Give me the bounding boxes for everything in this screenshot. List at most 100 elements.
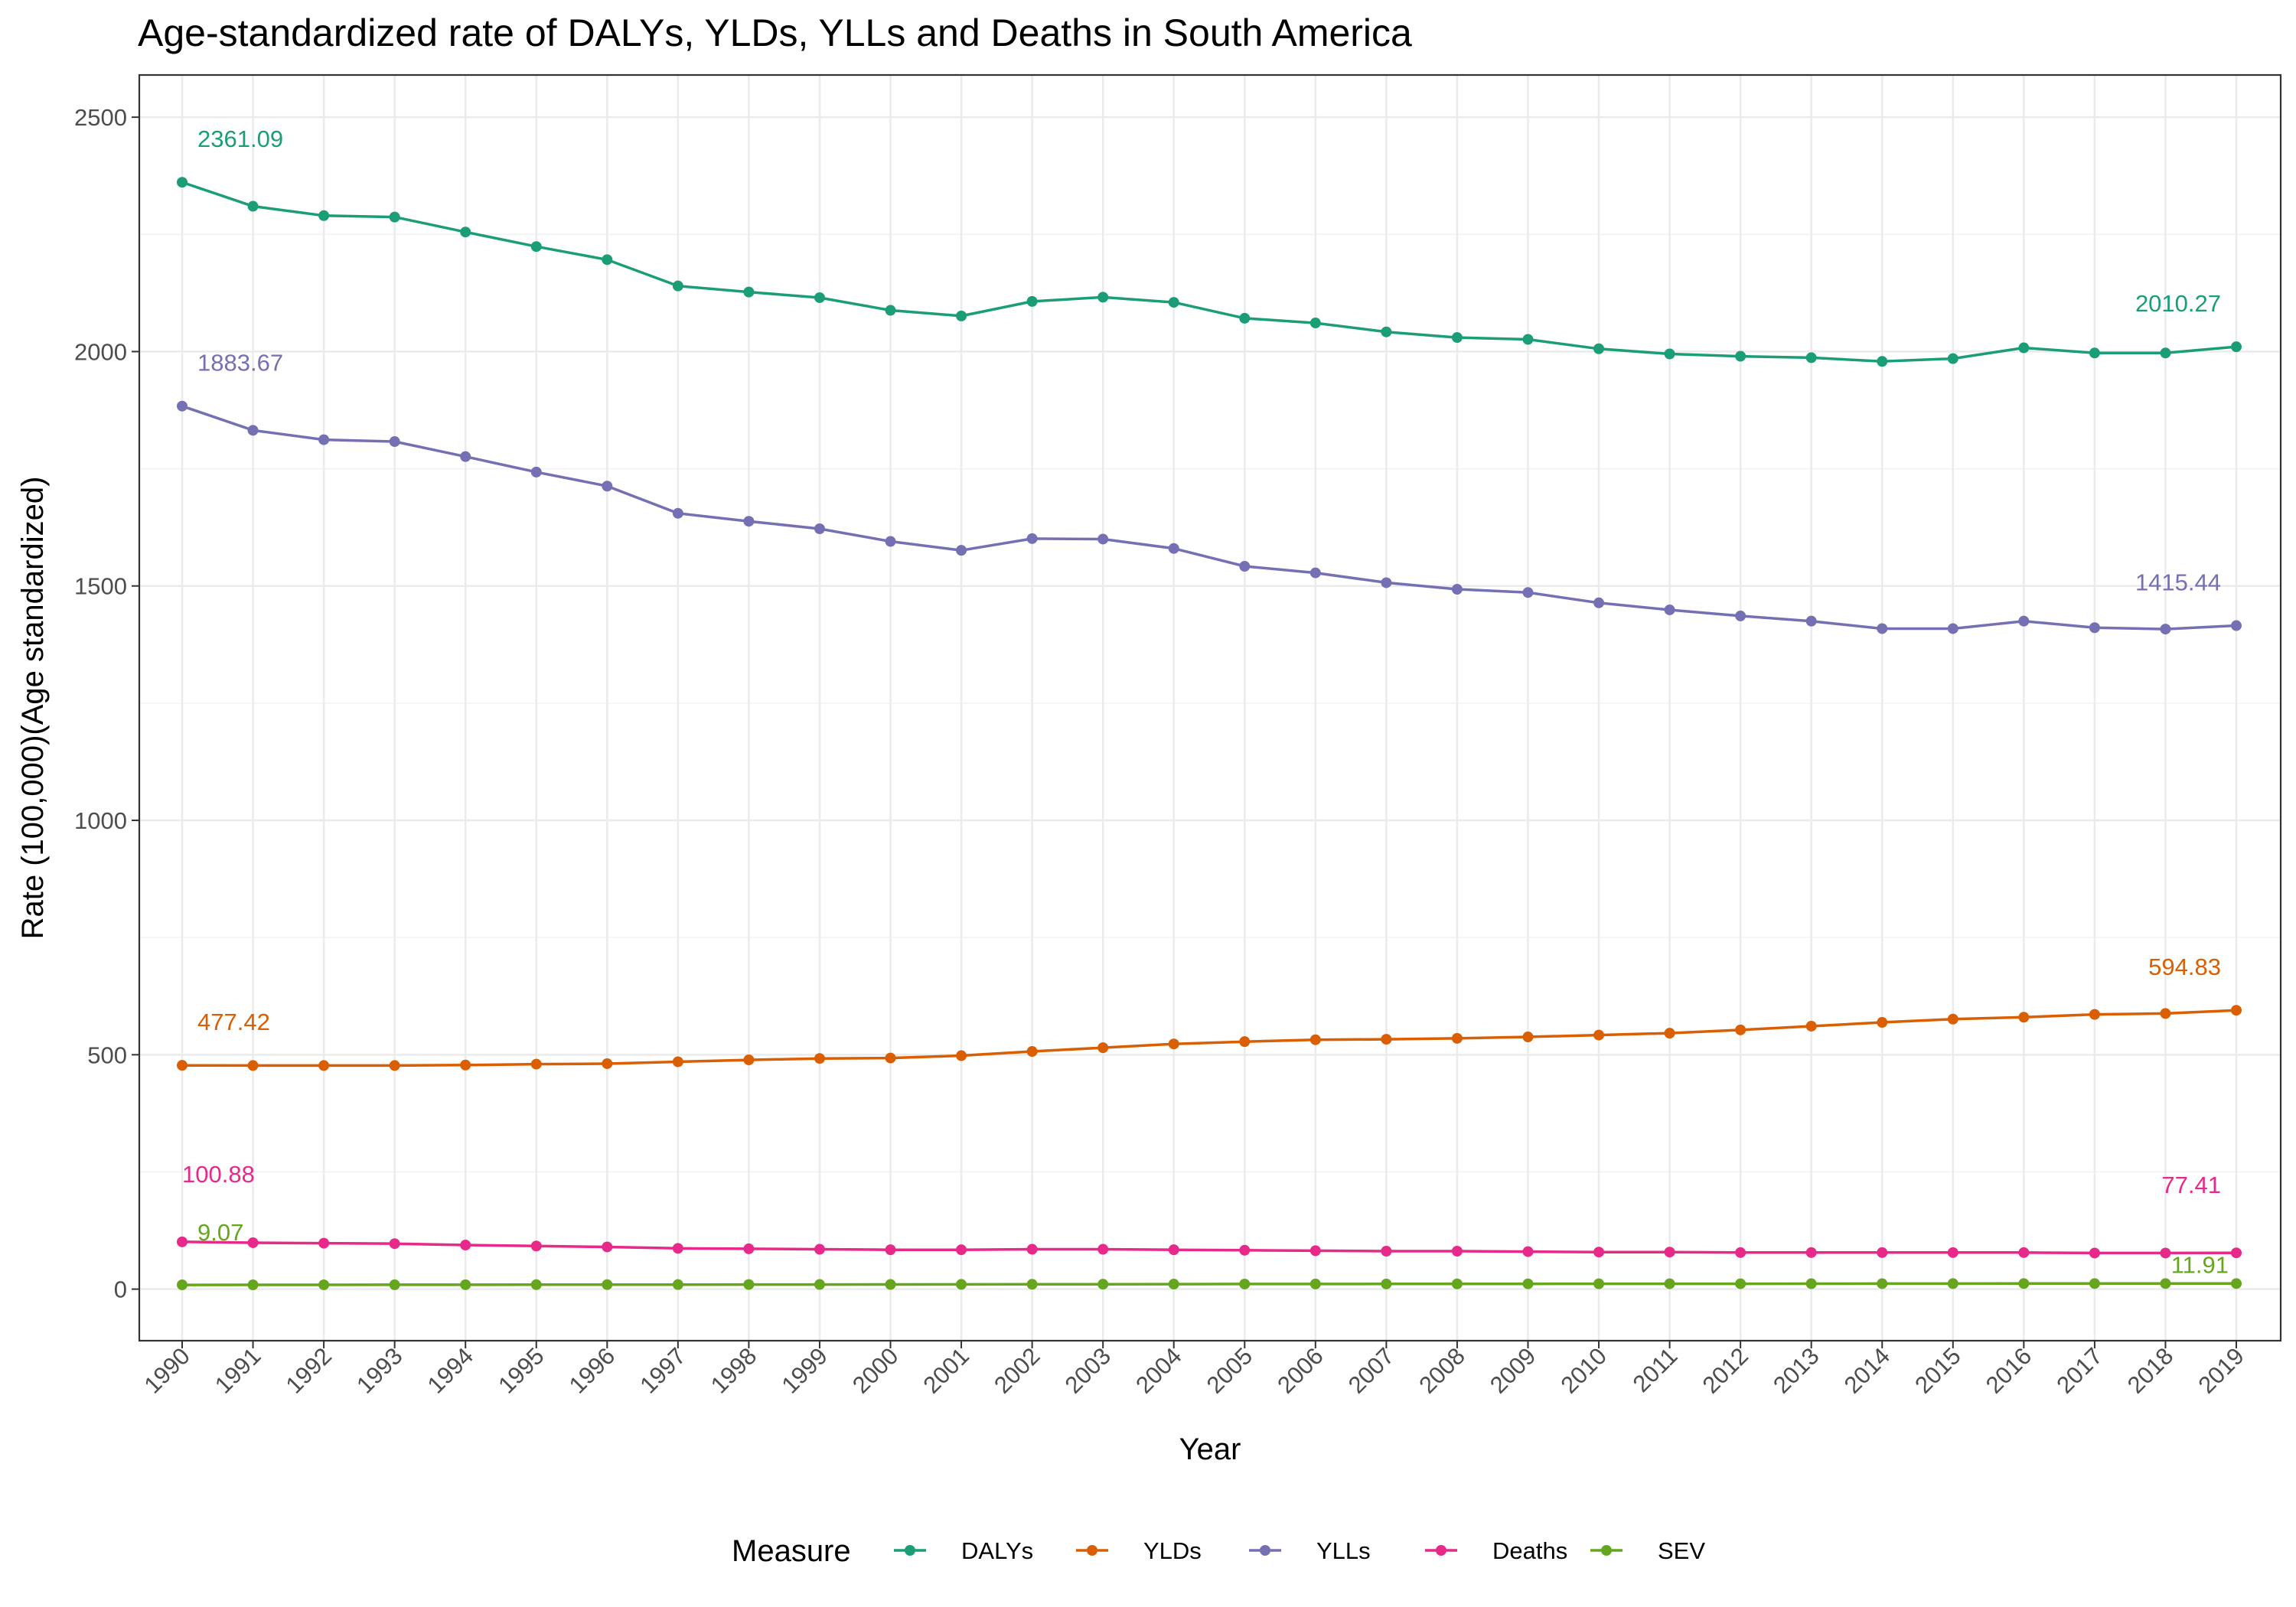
data-point-sev bbox=[177, 1279, 188, 1291]
data-point-sev bbox=[602, 1279, 613, 1290]
y-tick-label: 2500 bbox=[74, 104, 127, 131]
data-point-ylls bbox=[1805, 615, 1817, 627]
data-point-dalys bbox=[1451, 332, 1463, 344]
data-point-ylds bbox=[460, 1059, 471, 1071]
annotation-first-ylds: 477.42 bbox=[197, 1009, 270, 1035]
data-point-ylds bbox=[1735, 1024, 1746, 1035]
data-point-sev bbox=[743, 1279, 755, 1290]
data-point-ylls bbox=[2160, 624, 2171, 635]
data-point-ylls bbox=[389, 436, 400, 448]
data-point-ylds bbox=[1026, 1046, 1038, 1058]
data-point-ylds bbox=[2160, 1008, 2171, 1019]
data-point-ylds bbox=[672, 1056, 683, 1068]
legend-label-dalys: DALYs bbox=[961, 1537, 1033, 1564]
data-point-sev bbox=[1168, 1279, 1179, 1290]
data-point-dalys bbox=[814, 292, 825, 303]
y-tick-label: 1500 bbox=[74, 573, 127, 600]
data-point-ylls bbox=[1522, 587, 1534, 598]
data-point-deaths bbox=[389, 1238, 400, 1250]
data-point-dalys bbox=[1309, 318, 1321, 329]
data-point-ylds bbox=[2089, 1009, 2100, 1020]
data-point-ylds bbox=[743, 1054, 755, 1066]
data-point-deaths bbox=[743, 1243, 755, 1254]
series-line-ylls bbox=[181, 405, 2237, 631]
data-point-ylds bbox=[530, 1058, 542, 1070]
data-point-dalys bbox=[177, 177, 188, 188]
data-point-ylds bbox=[389, 1060, 400, 1071]
data-point-dalys bbox=[1664, 348, 1675, 360]
data-point-ylls bbox=[885, 536, 896, 547]
data-point-dalys bbox=[1877, 356, 1888, 367]
data-point-sev bbox=[1664, 1278, 1675, 1289]
data-point-dalys bbox=[318, 210, 330, 221]
data-point-ylds bbox=[956, 1050, 967, 1061]
data-point-sev bbox=[885, 1279, 896, 1290]
data-point-ylds bbox=[1381, 1034, 1392, 1045]
data-point-deaths bbox=[2231, 1247, 2242, 1259]
data-point-deaths bbox=[672, 1243, 683, 1254]
data-point-ylls bbox=[1877, 623, 1888, 634]
data-point-dalys bbox=[1168, 297, 1179, 308]
data-point-ylds bbox=[602, 1058, 613, 1069]
data-point-deaths bbox=[1381, 1245, 1392, 1257]
annotation-first-dalys: 2361.09 bbox=[197, 125, 283, 152]
data-point-ylls bbox=[247, 425, 259, 436]
data-point-ylds bbox=[2018, 1012, 2030, 1023]
annotation-first-deaths: 100.88 bbox=[182, 1161, 255, 1188]
data-point-sev bbox=[389, 1279, 400, 1290]
y-tick-label: 2000 bbox=[74, 338, 127, 365]
data-point-sev bbox=[2018, 1278, 2030, 1289]
x-tick-label: 1997 bbox=[634, 1342, 691, 1399]
data-point-sev bbox=[814, 1279, 825, 1290]
annotation-last-dalys: 2010.27 bbox=[2135, 290, 2221, 317]
data-point-deaths bbox=[1805, 1247, 1817, 1258]
data-point-dalys bbox=[1381, 326, 1392, 337]
data-point-sev bbox=[247, 1279, 259, 1291]
data-point-dalys bbox=[1026, 295, 1038, 307]
data-point-ylls bbox=[1168, 543, 1179, 554]
x-tick-label: 2015 bbox=[1910, 1342, 1966, 1399]
x-tick-label: 2016 bbox=[1981, 1342, 2037, 1399]
legend-label-deaths: Deaths bbox=[1492, 1537, 1567, 1564]
x-tick-label: 1995 bbox=[493, 1342, 550, 1399]
data-point-ylls bbox=[530, 466, 542, 478]
data-point-dalys bbox=[1593, 343, 1605, 354]
data-point-dalys bbox=[743, 286, 755, 298]
x-tick-label: 1993 bbox=[351, 1342, 408, 1399]
x-tick-label: 2009 bbox=[1485, 1342, 1541, 1399]
data-point-deaths bbox=[1877, 1247, 1888, 1258]
data-point-ylls bbox=[743, 516, 755, 527]
data-point-deaths bbox=[177, 1236, 188, 1247]
data-point-sev bbox=[1593, 1278, 1605, 1289]
data-point-sev bbox=[2160, 1278, 2171, 1289]
annotation-last-ylls: 1415.44 bbox=[2135, 569, 2221, 596]
data-point-ylls bbox=[1947, 623, 1958, 634]
annotation-last-sev: 11.91 bbox=[2171, 1251, 2229, 1278]
data-point-sev bbox=[1026, 1279, 1038, 1290]
data-point-sev bbox=[1805, 1278, 1817, 1289]
legend-key-point-sev bbox=[1601, 1545, 1612, 1556]
data-point-sev bbox=[672, 1279, 683, 1290]
series-line-ylds bbox=[181, 1009, 2237, 1068]
data-point-deaths bbox=[1309, 1245, 1321, 1257]
data-point-deaths bbox=[1735, 1247, 1746, 1258]
data-point-deaths bbox=[814, 1244, 825, 1255]
series-line-dalys bbox=[181, 181, 2237, 363]
data-point-sev bbox=[1947, 1278, 1958, 1289]
data-point-ylls bbox=[460, 451, 471, 462]
data-point-sev bbox=[1735, 1278, 1746, 1289]
data-point-ylds bbox=[1805, 1020, 1817, 1032]
x-tick-label: 2000 bbox=[847, 1342, 904, 1399]
x-tick-label: 2005 bbox=[1202, 1342, 1258, 1399]
data-point-dalys bbox=[1805, 352, 1817, 363]
data-point-deaths bbox=[247, 1237, 259, 1248]
data-point-deaths bbox=[460, 1240, 471, 1251]
data-point-ylls bbox=[2231, 620, 2242, 631]
data-point-sev bbox=[1522, 1278, 1534, 1289]
x-tick-label: 2002 bbox=[989, 1342, 1045, 1399]
data-point-sev bbox=[2231, 1278, 2242, 1289]
data-point-ylds bbox=[1239, 1036, 1251, 1048]
x-tick-label: 2012 bbox=[1698, 1342, 1754, 1399]
data-point-ylds bbox=[1593, 1029, 1605, 1041]
